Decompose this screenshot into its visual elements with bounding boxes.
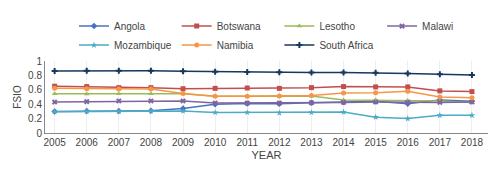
svg-text:2009: 2009 (172, 137, 195, 148)
svg-text:2011: 2011 (236, 137, 258, 148)
svg-text:Botswana: Botswana (217, 21, 261, 32)
svg-text:Malawi: Malawi (422, 21, 453, 32)
svg-text:2018: 2018 (461, 137, 484, 148)
svg-text:2013: 2013 (300, 137, 323, 148)
svg-text:2016: 2016 (397, 137, 420, 148)
svg-text:2010: 2010 (204, 137, 227, 148)
svg-text:0: 0 (36, 128, 42, 139)
svg-text:2005: 2005 (44, 137, 67, 148)
svg-text:2008: 2008 (140, 137, 163, 148)
svg-text:YEAR: YEAR (252, 149, 282, 161)
svg-text:1: 1 (36, 56, 42, 67)
svg-text:0.2: 0.2 (28, 113, 42, 124)
svg-text:Lesotho: Lesotho (319, 21, 355, 32)
svg-text:2015: 2015 (365, 137, 388, 148)
svg-text:2014: 2014 (332, 137, 355, 148)
svg-text:Mozambique: Mozambique (114, 40, 172, 51)
svg-text:Angola: Angola (114, 21, 146, 32)
svg-text:0.8: 0.8 (28, 70, 42, 81)
svg-text:Namibia: Namibia (217, 40, 254, 51)
svg-text:0.4: 0.4 (28, 99, 42, 110)
svg-text:South Africa: South Africa (319, 40, 373, 51)
svg-text:0.6: 0.6 (28, 84, 42, 95)
svg-text:2017: 2017 (429, 137, 452, 148)
svg-text:2007: 2007 (108, 137, 131, 148)
svg-text:2012: 2012 (268, 137, 291, 148)
svg-text:2006: 2006 (76, 137, 99, 148)
svg-text:FSIO: FSIO (12, 85, 23, 109)
